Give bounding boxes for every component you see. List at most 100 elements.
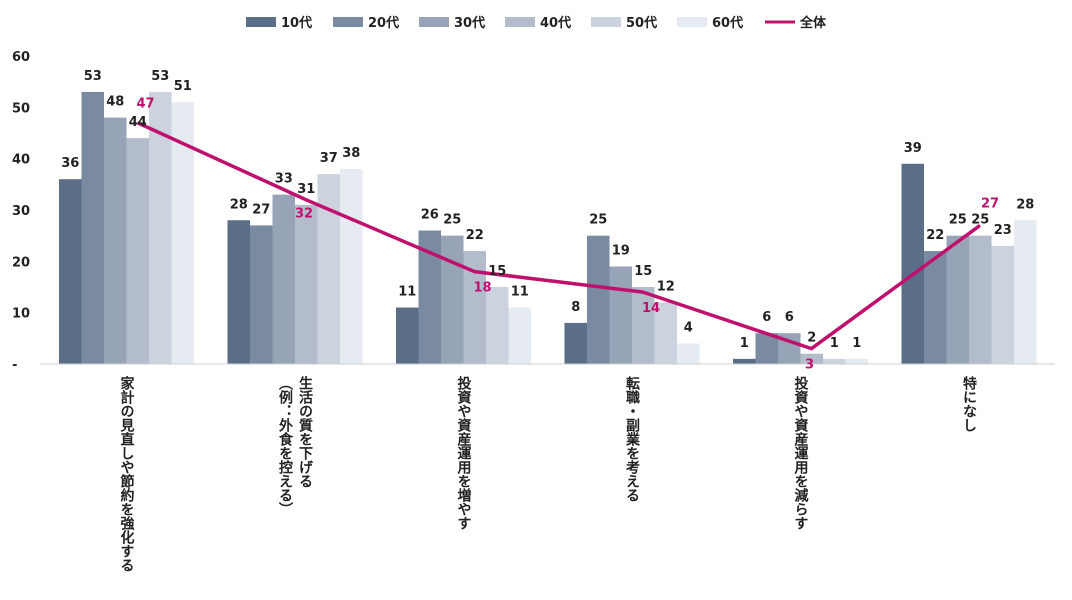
bar-10代-4 [733,358,756,364]
bar-20代-0 [81,91,104,364]
bar-10代-2 [396,307,419,364]
bar-50代-1 [317,174,340,364]
bar-50代-4 [823,358,846,364]
bar-10代-3 [564,322,587,364]
bar-50代-2 [486,287,509,364]
bar-40代-1 [295,204,318,364]
total-value-label: 27 [981,196,999,211]
legend-label-10代: 10代 [281,15,312,31]
legend-label-20代: 20代 [368,15,399,31]
bar-value-label: 15 [488,264,506,279]
bar-value-label: 25 [949,213,967,228]
category-label-1: 生活の質を下げる [297,375,313,488]
total-line [136,121,982,351]
legend-swatch-30代 [419,17,449,27]
bar-10代-5 [901,163,924,364]
category-label-3: 転職・副業を考える [624,375,641,502]
bar-40代-2 [463,251,486,364]
bar-20代-4 [755,333,778,364]
bar-value-label: 38 [342,146,360,161]
bar-value-label: 1 [740,336,749,351]
bar-value-label: 12 [657,279,675,294]
legend-label-30代: 30代 [454,15,485,31]
bar-value-label: 25 [589,213,607,228]
bar-value-label: 26 [421,208,439,223]
legend: 10代 20代 30代 40代 50代 60代 全体 [246,15,827,31]
bar-value-label: 8 [571,300,580,315]
bar-value-label: 33 [275,172,293,187]
bar-20代-1 [250,225,273,364]
bar-value-label: 53 [151,69,169,84]
bar-value-label: 39 [904,141,922,156]
bars [59,91,1037,364]
legend-label-50代: 50代 [626,15,657,31]
x-axis-labels: 家計の見直しや節約を強化する 生活の質を下げる（例：外食を控える） 投資や資産運用を… [119,375,978,572]
category-label-5: 特になし [961,375,977,432]
bar-value-label: 51 [174,79,192,94]
y-axis: - 10 20 30 40 50 60 [12,50,30,373]
bar-value-label: 28 [230,197,248,212]
total-value-label: 18 [473,281,491,296]
legend-swatch-20代 [333,17,363,27]
bar-60代-3 [677,343,700,364]
bar-value-label: 28 [1016,197,1034,212]
bar-value-label: 27 [252,202,270,217]
total-value-label: 14 [642,301,660,316]
total-value-label: 32 [295,207,313,222]
bar-50代-3 [654,302,677,364]
total-value-label: 47 [136,97,154,112]
legend-swatch-40代 [505,17,535,27]
bar-value-label: 36 [61,156,79,171]
y-tick-label: 40 [12,153,30,168]
bar-value-label: 6 [785,310,794,325]
legend-label-60代: 60代 [712,15,743,31]
y-tick-label: 10 [12,307,30,322]
bar-value-label: 23 [994,223,1012,238]
bar-40代-3 [632,287,655,364]
y-tick-label: 60 [12,50,30,65]
bar-40代-4 [800,353,823,364]
bar-value-label: 11 [398,285,416,300]
category-label-4: 投資や資産運用を減らす [793,376,809,530]
bar-value-label: 15 [634,264,652,279]
bar-20代-5 [924,251,947,364]
bar-value-label: 19 [612,243,630,258]
bar-value-label: 25 [443,213,461,228]
legend-swatch-50代 [591,17,621,27]
bar-10代-1 [227,220,250,364]
bar-20代-2 [418,230,441,364]
bar-value-label: 22 [466,228,484,243]
bar-value-label: 1 [830,336,839,351]
bar-value-label: 22 [926,228,944,243]
bar-value-label: 31 [297,182,315,197]
bar-60代-4 [845,358,868,364]
bar-30代-3 [609,266,632,364]
bar-20代-3 [587,235,610,364]
bar-40代-5 [969,235,992,364]
bar-60代-5 [1014,220,1037,364]
bar-60代-1 [340,168,363,364]
legend-label-total: 全体 [799,15,827,31]
total-line-series [136,121,982,351]
legend-label-40代: 40代 [540,15,571,31]
y-tick-label: 50 [12,101,30,116]
total-value-label: 3 [805,358,814,373]
bar-value-label: 48 [106,95,124,110]
y-tick-label: 20 [12,255,30,270]
bar-value-label: 6 [762,310,771,325]
bar-40代-0 [126,138,149,364]
category-label-0: 家計の見直しや節約を強化する [119,375,136,572]
bar-60代-2 [508,307,531,364]
bar-50代-5 [991,245,1014,364]
bar-value-label: 44 [129,115,147,130]
bar-value-label: 53 [84,69,102,84]
category-label-1: （例：外食を控える） [277,376,294,516]
bar-value-label: 4 [684,320,693,335]
bar-value-label: 25 [971,213,989,228]
legend-swatch-10代 [246,17,276,27]
bar-value-label: 2 [807,331,816,346]
bar-30代-1 [272,194,295,364]
